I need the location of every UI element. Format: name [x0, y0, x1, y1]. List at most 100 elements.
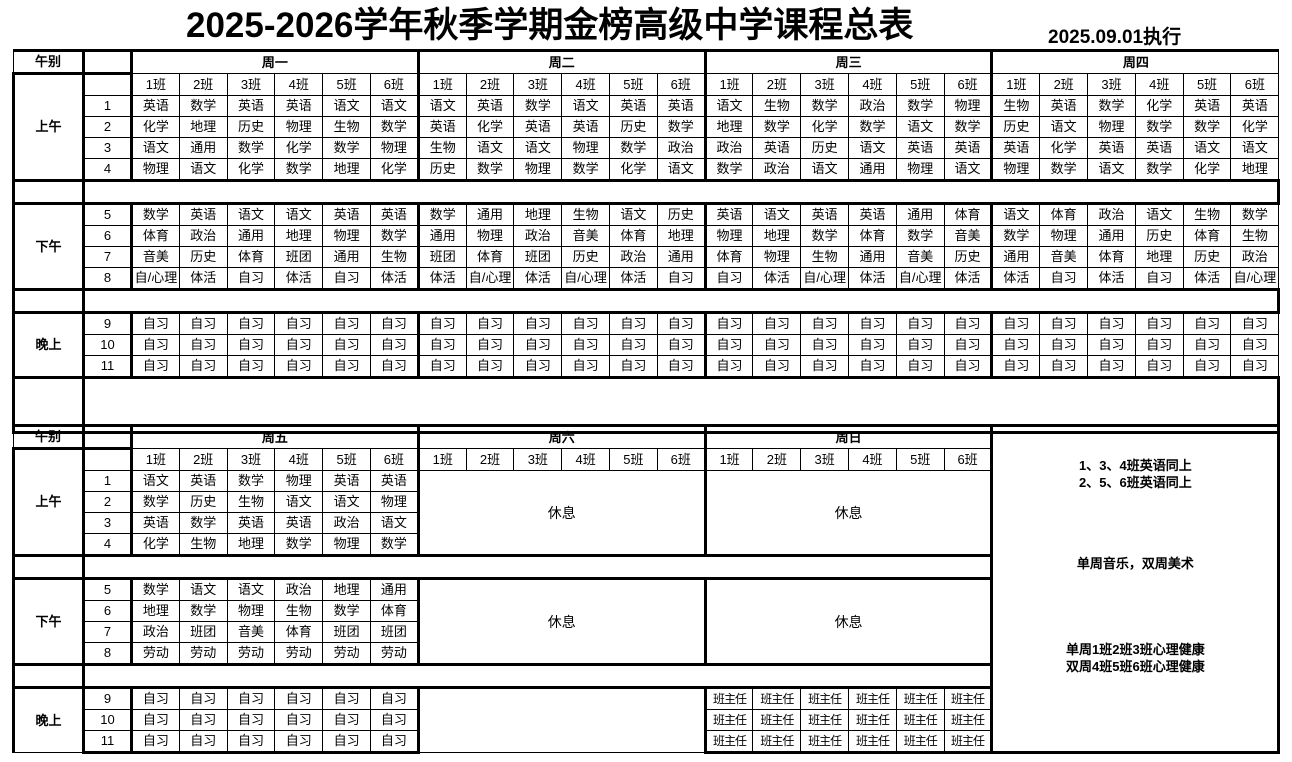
- course-cell: 体育: [848, 225, 897, 247]
- course-cell: 自习: [609, 355, 658, 378]
- course-cell: 自习: [895, 355, 945, 378]
- page-title: 2025-2026学年秋季学期金榜高级中学课程总表: [186, 6, 914, 45]
- class-header: 3班: [226, 448, 276, 471]
- course-cell: 英语: [274, 95, 324, 117]
- course-cell: 体育: [465, 246, 515, 268]
- course-cell: 数学: [130, 577, 180, 601]
- course-cell: 物理: [322, 225, 371, 247]
- course-cell: 化学: [800, 116, 850, 138]
- course-cell: 自习: [226, 267, 276, 290]
- course-cell: 历史: [561, 246, 611, 268]
- course-cell: 自/心理: [130, 267, 180, 290]
- afternoon-label: 下午: [12, 577, 84, 665]
- evening-label: 晚上: [12, 311, 84, 378]
- course-cell: 音美: [1039, 246, 1089, 268]
- course-cell: 语文: [322, 491, 371, 513]
- period-number: 10: [82, 334, 132, 356]
- course-cell: 自习: [1134, 334, 1184, 356]
- course-cell: 地理: [226, 533, 276, 556]
- course-cell: 地理: [752, 225, 802, 247]
- course-cell: 音美: [895, 246, 945, 268]
- course-cell: 数学: [322, 600, 371, 622]
- class-header: 3班: [800, 73, 850, 96]
- course-cell: 自习: [465, 311, 515, 335]
- course-cell: 语文: [369, 95, 419, 117]
- course-cell: 语文: [130, 470, 180, 492]
- rest-cell: 休息: [703, 577, 993, 665]
- course-cell: 自习: [274, 686, 324, 710]
- period-number: 9: [82, 311, 132, 335]
- blank-cell: [82, 49, 132, 75]
- gap-cell: [81, 554, 994, 579]
- course-cell: 历史: [416, 158, 467, 181]
- course-cell: 自习: [130, 709, 180, 731]
- note-line: 双周4班5班6班心理健康: [1066, 659, 1205, 674]
- course-cell: 英语: [1087, 137, 1136, 159]
- course-cell: 物理: [513, 158, 563, 181]
- course-cell: 自习: [178, 311, 228, 335]
- course-cell: 自习: [703, 334, 754, 356]
- course-cell: 自习: [226, 709, 276, 731]
- course-cell: 自/心理: [561, 267, 611, 290]
- course-cell: 劳动: [369, 642, 419, 665]
- course-cell: 自习: [609, 334, 658, 356]
- course-cell: 自习: [178, 686, 228, 710]
- course-cell: 生物: [1182, 202, 1232, 226]
- day-header: 周五: [130, 424, 419, 449]
- class-header: 6班: [369, 73, 419, 96]
- course-cell: 自习: [416, 334, 467, 356]
- class-header: 2班: [465, 73, 515, 96]
- course-cell: 自习: [130, 334, 180, 356]
- course-cell: 自习: [274, 334, 324, 356]
- course-cell: 语文: [990, 202, 1041, 226]
- course-cell: 数学: [416, 202, 467, 226]
- course-cell: 政治: [322, 512, 371, 534]
- duty-cell: 班主任: [848, 709, 897, 731]
- course-cell: 化学: [1182, 158, 1232, 181]
- course-cell: 自习: [561, 334, 611, 356]
- course-cell: 语文: [322, 95, 371, 117]
- table-row: 11 自习 自习 自习 自习 自习 自习 自习 自习 自习 自习 自习 自习 自习 自习 自习 自习 自习 自习 自习…: [14, 355, 1280, 378]
- course-cell: 生物: [369, 246, 419, 268]
- course-cell: 数学: [369, 533, 419, 556]
- course-cell: 语文: [226, 577, 276, 601]
- course-cell: 生物: [1230, 225, 1280, 247]
- duty-cell: 班主任: [703, 709, 754, 731]
- course-cell: 自习: [274, 730, 324, 754]
- course-cell: 劳动: [274, 642, 324, 665]
- class-header: 1班: [130, 448, 180, 471]
- course-cell: 自习: [322, 267, 371, 290]
- course-cell: 通用: [465, 202, 515, 226]
- course-cell: 自习: [561, 311, 611, 335]
- course-cell: 自习: [369, 311, 419, 335]
- course-cell: 政治: [703, 137, 754, 159]
- course-cell: 通用: [990, 246, 1041, 268]
- course-cell: 物理: [752, 246, 802, 268]
- class-header: 2班: [465, 448, 515, 471]
- class-header: 2班: [752, 73, 802, 96]
- course-cell: 自习: [513, 355, 563, 378]
- blank-cell: [82, 424, 132, 450]
- course-cell: 英语: [1230, 95, 1280, 117]
- course-cell: 地理: [322, 158, 371, 181]
- table-row: 上午 1班 2班 3班 4班 5班 6班 1班 2班 3班 4班 5班 6班 1班 2班 3班 4班 5班 6班: [12, 447, 1279, 556]
- timetable-mon-thu: 午别 周一 周二 周三 周四 上午 1班 2班 3班 4班 5班 6班 1班 2班 3班 4班 5班 6班 1班 2班…: [12, 49, 1281, 434]
- course-cell: 体活: [1182, 267, 1232, 290]
- morning-label: 上午: [12, 447, 84, 556]
- gap-cell: [12, 663, 84, 688]
- course-cell: 语文: [703, 95, 754, 117]
- course-cell: 体活: [513, 267, 563, 290]
- course-cell: 物理: [226, 600, 276, 622]
- course-cell: 历史: [1134, 225, 1184, 247]
- course-cell: 自习: [752, 355, 802, 378]
- course-cell: 地理: [1134, 246, 1184, 268]
- course-cell: 语文: [752, 202, 802, 226]
- course-cell: 自习: [656, 267, 706, 290]
- course-cell: 生物: [800, 246, 850, 268]
- course-cell: 自习: [1230, 334, 1280, 356]
- note-line: 单周音乐，双周美术: [1076, 556, 1194, 571]
- class-header: 3班: [1087, 73, 1136, 96]
- course-cell: 政治: [1230, 246, 1280, 268]
- class-header: 5班: [609, 448, 658, 471]
- period-number: 6: [82, 600, 132, 622]
